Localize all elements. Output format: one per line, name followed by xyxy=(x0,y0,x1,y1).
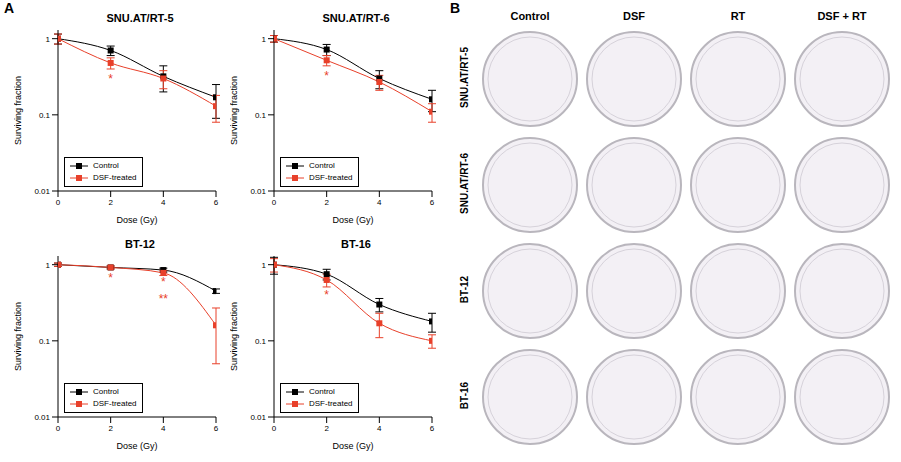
svg-text:6: 6 xyxy=(214,424,219,433)
svg-text:0: 0 xyxy=(56,424,61,433)
svg-text:0: 0 xyxy=(272,424,277,433)
svg-text:0.01: 0.01 xyxy=(250,187,266,196)
html-text:DSF: DSF xyxy=(623,10,645,22)
html-text:SNU.AT/RT-6: SNU.AT/RT-6 xyxy=(322,12,390,24)
svg-text:4: 4 xyxy=(161,198,166,207)
html-text:BT-16: BT-16 xyxy=(458,381,470,410)
svg-text:0.1: 0.1 xyxy=(255,337,267,346)
svg-text:*: * xyxy=(108,72,113,86)
svg-text:Surviving fraction: Surviving fraction xyxy=(230,302,239,371)
html-text:DSF-treated: DSF-treated xyxy=(93,173,137,182)
svg-text:0.1: 0.1 xyxy=(39,111,51,120)
svg-text:1: 1 xyxy=(262,261,267,270)
html-text:DSF-treated: DSF-treated xyxy=(309,173,353,182)
svg-text:Surviving fraction: Surviving fraction xyxy=(14,76,23,145)
html-text:DSF + RT: DSF + RT xyxy=(817,10,867,22)
svg-text:0.01: 0.01 xyxy=(250,413,266,422)
svg-text:4: 4 xyxy=(377,198,382,207)
html-text:A: A xyxy=(4,0,15,16)
html-text:SNU.AT/RT-5: SNU.AT/RT-5 xyxy=(458,47,470,108)
svg-text:2: 2 xyxy=(108,424,113,433)
svg-text:0.01: 0.01 xyxy=(34,187,50,196)
html-text:B: B xyxy=(450,0,461,16)
html-text:Control: Control xyxy=(309,161,335,170)
svg-text:*: * xyxy=(324,288,329,302)
html-text:DSF-treated: DSF-treated xyxy=(309,399,353,408)
svg-text:*: * xyxy=(108,271,113,285)
svg-text:Dose (Gy): Dose (Gy) xyxy=(116,441,157,451)
html-text:BT-16: BT-16 xyxy=(341,238,371,250)
svg-text:0.1: 0.1 xyxy=(255,111,267,120)
html-text:Control: Control xyxy=(510,10,550,22)
svg-text:6: 6 xyxy=(430,424,435,433)
svg-text:Surviving fraction: Surviving fraction xyxy=(230,76,239,145)
svg-text:6: 6 xyxy=(430,198,435,207)
html-text:BT-12: BT-12 xyxy=(458,275,470,304)
html-text:BT-12: BT-12 xyxy=(125,238,155,250)
svg-text:6: 6 xyxy=(214,198,219,207)
html-text:Control: Control xyxy=(309,387,335,396)
svg-text:*: * xyxy=(324,69,329,83)
svg-text:2: 2 xyxy=(108,198,113,207)
svg-text:Dose (Gy): Dose (Gy) xyxy=(116,215,157,225)
svg-text:0: 0 xyxy=(272,198,277,207)
svg-text:0.01: 0.01 xyxy=(34,413,50,422)
svg-text:*: * xyxy=(161,275,166,289)
html-text:SNU.AT/RT-5: SNU.AT/RT-5 xyxy=(106,12,174,24)
html-text:Control: Control xyxy=(93,387,119,396)
svg-text:1: 1 xyxy=(46,35,51,44)
svg-text:4: 4 xyxy=(377,424,382,433)
svg-text:0.1: 0.1 xyxy=(39,337,51,346)
html-text:RT: RT xyxy=(730,10,746,22)
svg-text:2: 2 xyxy=(324,198,329,207)
html-text:Control: Control xyxy=(93,161,119,170)
svg-text:0: 0 xyxy=(56,198,61,207)
svg-text:Surviving fraction: Surviving fraction xyxy=(14,302,23,371)
html-text:SNU.AT/RT-6: SNU.AT/RT-6 xyxy=(458,153,470,214)
html-text:DSF-treated: DSF-treated xyxy=(93,399,137,408)
svg-text:2: 2 xyxy=(324,424,329,433)
svg-text:1: 1 xyxy=(46,261,51,270)
svg-text:Dose (Gy): Dose (Gy) xyxy=(332,215,373,225)
svg-text:**: ** xyxy=(159,292,169,306)
svg-text:Dose (Gy): Dose (Gy) xyxy=(332,441,373,451)
svg-text:4: 4 xyxy=(161,424,166,433)
svg-text:1: 1 xyxy=(262,35,267,44)
